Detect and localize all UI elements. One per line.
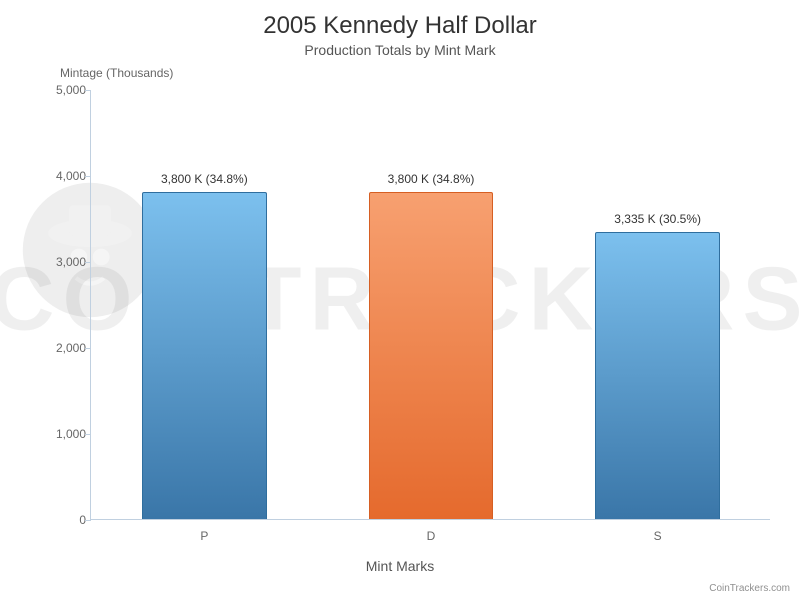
y-axis-title: Mintage (Thousands): [60, 66, 173, 80]
bar-value-label: 3,800 K (34.8%): [161, 172, 248, 186]
bar[interactable]: [142, 192, 267, 519]
y-tick-mark: [85, 434, 91, 435]
y-tick-label: 0: [36, 513, 86, 527]
x-tick-label: P: [200, 529, 208, 543]
bar-value-label: 3,800 K (34.8%): [388, 172, 475, 186]
x-axis-title: Mint Marks: [0, 558, 800, 574]
y-tick-label: 2,000: [36, 341, 86, 355]
y-tick-label: 4,000: [36, 169, 86, 183]
y-tick-label: 3,000: [36, 255, 86, 269]
credits-label: CoinTrackers.com: [709, 583, 790, 594]
y-tick-mark: [85, 90, 91, 91]
x-tick-label: D: [427, 529, 436, 543]
y-tick-label: 5,000: [36, 83, 86, 97]
bar[interactable]: [369, 192, 494, 519]
y-tick-mark: [85, 176, 91, 177]
bar[interactable]: [595, 232, 720, 519]
y-tick-mark: [85, 348, 91, 349]
chart-container: 2005 Kennedy Half Dollar Production Tota…: [0, 0, 800, 600]
y-tick-label: 1,000: [36, 427, 86, 441]
y-tick-mark: [85, 520, 91, 521]
bar-value-label: 3,335 K (30.5%): [614, 212, 701, 226]
chart-title: 2005 Kennedy Half Dollar: [0, 0, 800, 40]
chart-subtitle: Production Totals by Mint Mark: [0, 40, 800, 58]
plot-area: 01,0002,0003,0004,0005,0003,800 K (34.8%…: [90, 90, 770, 520]
x-tick-label: S: [654, 529, 662, 543]
y-tick-mark: [85, 262, 91, 263]
